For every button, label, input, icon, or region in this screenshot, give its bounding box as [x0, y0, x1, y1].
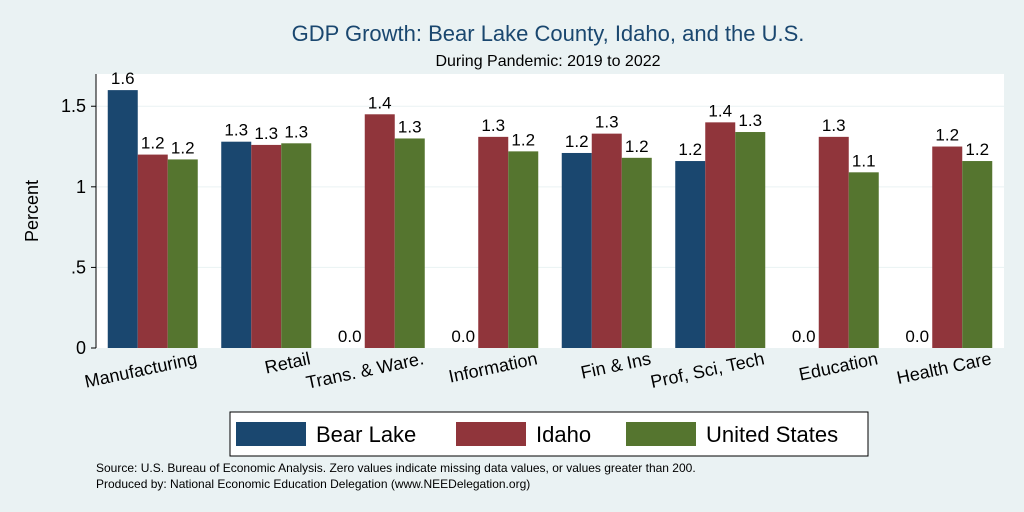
bar-united-states-fin-ins	[621, 157, 652, 348]
data-label: 0.0	[338, 327, 362, 346]
producer-note: Produced by: National Economic Education…	[96, 477, 530, 491]
bar-united-states-manufacturing	[167, 159, 198, 348]
x-tick-label: Manufacturing	[83, 348, 199, 391]
chart-subtitle: During Pandemic: 2019 to 2022	[435, 53, 660, 70]
y-tick-label: .5	[71, 257, 86, 277]
bar-idaho-information	[478, 136, 509, 348]
x-tick-label: Health Care	[895, 348, 993, 388]
y-tick-labels: 0 .5 1 1.5	[61, 96, 86, 358]
bar-idaho-fin-ins	[591, 133, 622, 348]
bar-idaho-retail	[251, 144, 282, 348]
bar-idaho-manufacturing	[137, 154, 168, 348]
data-label: 1.3	[284, 122, 308, 141]
bar-united-states-health-care	[962, 161, 993, 348]
x-tick-label: Fin & Ins	[579, 348, 653, 382]
data-label: 1.3	[822, 116, 846, 135]
data-label: 1.2	[171, 138, 195, 157]
y-axis	[91, 74, 97, 349]
x-tick-label: Trans. & Ware.	[304, 348, 425, 392]
data-label: 1.2	[678, 140, 702, 159]
data-label: 0.0	[451, 327, 475, 346]
data-label: 1.3	[481, 116, 505, 135]
data-label: 1.2	[965, 140, 989, 159]
data-label: 1.2	[565, 132, 589, 151]
data-label: 1.3	[738, 111, 762, 130]
bars	[107, 90, 993, 349]
bar-bear-lake-manufacturing	[107, 90, 138, 348]
legend: Bear Lake Idaho United States	[229, 411, 869, 457]
y-axis-label: Percent	[22, 180, 42, 242]
legend-box	[229, 411, 869, 457]
data-label: 1.6	[111, 69, 135, 88]
data-label: 0.0	[792, 327, 816, 346]
legend-label-idaho: Idaho	[536, 422, 591, 447]
data-label: 1.4	[368, 93, 392, 112]
data-label: 1.2	[141, 134, 165, 153]
legend-swatch-bear-lake	[236, 422, 306, 446]
data-label: 1.2	[625, 137, 649, 156]
legend-swatch-united-states	[626, 422, 696, 446]
data-label: 1.2	[935, 126, 959, 145]
bar-united-states-trans-ware	[394, 138, 425, 348]
bar-united-states-information	[508, 151, 539, 348]
bar-bear-lake-prof-sci-tech	[675, 161, 706, 348]
data-label: 1.3	[398, 117, 422, 136]
bar-idaho-education	[818, 136, 849, 348]
bar-bear-lake-fin-ins	[561, 152, 592, 348]
data-label: 0.0	[905, 327, 929, 346]
source-note: Source: U.S. Bureau of Economic Analysis…	[96, 461, 696, 475]
legend-swatch-idaho	[456, 422, 526, 446]
data-label: 1.4	[708, 101, 732, 120]
legend-label-bear-lake: Bear Lake	[316, 422, 416, 447]
bar-idaho-prof-sci-tech	[705, 122, 736, 349]
data-label: 1.3	[254, 124, 278, 143]
data-label: 1.2	[511, 130, 535, 149]
data-labels: 1.6 1.2 1.2 1.3 1.3 1.3 0.0 1.4 1.3 0.0 1.3 1.2 1.2 1…	[111, 69, 989, 346]
bar-united-states-retail	[281, 143, 312, 348]
x-tick-label: Prof, Sci, Tech	[649, 348, 766, 392]
data-label: 1.1	[852, 151, 876, 170]
chart-title: GDP Growth: Bear Lake County, Idaho, and…	[292, 21, 805, 46]
legend-label-united-states: United States	[706, 422, 838, 447]
data-label: 1.3	[224, 121, 248, 140]
bar-bear-lake-retail	[221, 141, 252, 348]
bar-united-states-prof-sci-tech	[735, 132, 766, 348]
y-tick-label: 1.5	[61, 96, 86, 116]
bar-idaho-trans-ware	[364, 114, 395, 348]
x-tick-label: Education	[797, 348, 879, 384]
y-tick-label: 1	[76, 177, 86, 197]
y-tick-label: 0	[76, 338, 86, 358]
x-tick-label: Information	[447, 348, 539, 386]
bar-idaho-health-care	[932, 146, 963, 348]
data-label: 1.3	[595, 113, 619, 132]
bar-united-states-education	[848, 172, 879, 348]
